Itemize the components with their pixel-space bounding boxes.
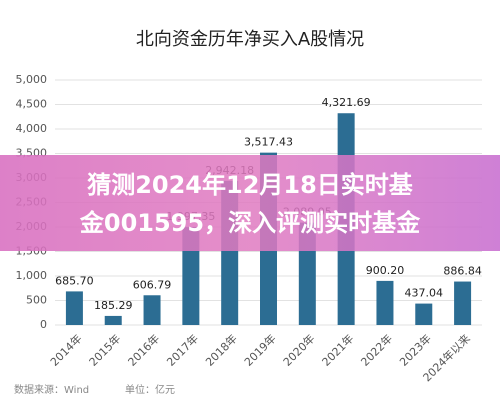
x-tick-label: 2018年 [202,331,239,368]
value-label: 437.04 [405,287,444,300]
chart-title: 北向资金历年净买入A股情况 [136,29,364,50]
source-note: 数据来源：Wind [14,383,89,396]
y-tick-label: 5,000 [16,73,48,86]
x-tick-label: 2022年 [358,331,395,368]
unit-note: 单位：亿元 [125,383,175,396]
y-tick-label: 1,000 [16,269,48,282]
x-tick-label: 2015年 [86,331,123,368]
value-label: 685.70 [55,274,94,287]
bar [143,295,161,325]
y-tick-label: 0 [40,318,47,331]
x-tick-label: 2023年 [397,331,434,368]
x-tick-label: 2021年 [319,331,356,368]
banner-line: 猜测2024年12月18日实时基 [86,171,414,199]
value-label: 185.29 [94,299,133,312]
y-tick-label: 4,000 [16,122,48,135]
value-label: 4,321.69 [322,96,371,109]
banner-line: 金001595，深入评测实时基金 [79,209,421,237]
banner [0,155,500,251]
bar [415,303,433,325]
x-tick-label: 2017年 [164,331,201,368]
y-tick-label: 500 [26,294,47,307]
x-tick-label: 2014年 [47,331,84,368]
x-tick-label: 2016年 [125,331,162,368]
value-label: 606.79 [133,278,172,291]
bar [65,291,83,325]
value-label: 900.20 [366,264,405,277]
y-tick-label: 4,500 [16,98,48,111]
x-tick-label: 2020年 [280,331,317,368]
bar [104,315,122,325]
x-tick-label: 2019年 [241,331,278,368]
value-label: 3,517.43 [244,136,293,149]
value-label: 886.84 [443,265,482,278]
bar [182,227,200,325]
bar [376,280,394,325]
bar [454,281,472,325]
